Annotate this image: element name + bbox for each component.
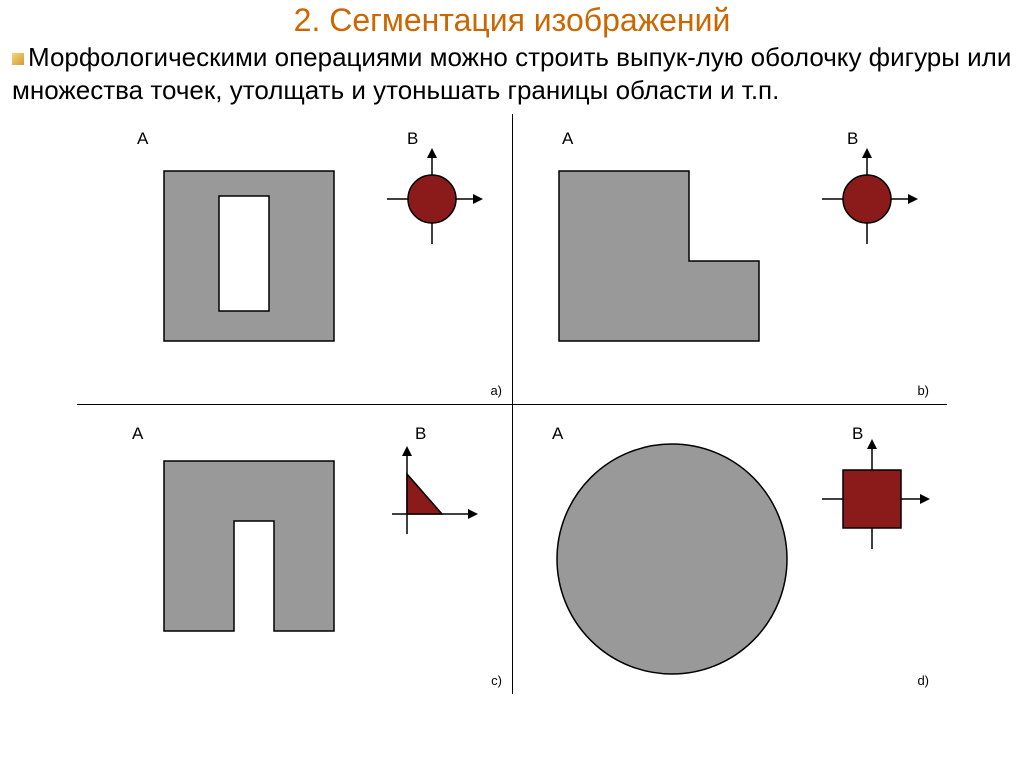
label-A-c: A: [132, 424, 143, 444]
panel-c: A B c): [77, 404, 512, 694]
shape-b-poly: [557, 169, 767, 349]
shape-d-circle: [552, 439, 792, 679]
panel-label-c: c): [491, 673, 502, 688]
label-A-b: A: [562, 129, 573, 149]
paragraph-text: Морфологическими операциями можно строит…: [12, 42, 1011, 105]
panel-d: A B d): [512, 404, 947, 694]
shape-a-rect-hole: [162, 169, 342, 349]
struct-elem-b-circle: [812, 144, 922, 254]
struct-elem-c-triangle: [377, 444, 487, 554]
panel-a: A B a): [77, 114, 512, 404]
struct-elem-d-square: [812, 439, 932, 559]
bullet-icon: [12, 53, 24, 65]
body-paragraph: Морфологическими операциями можно строит…: [12, 41, 1012, 106]
shape-c-u: [162, 459, 342, 639]
title-text: 2. Сегментация изображений: [294, 2, 731, 38]
page-title: 2. Сегментация изображений: [0, 2, 1024, 39]
label-A-a: A: [137, 129, 148, 149]
label-B-c: B: [415, 424, 426, 444]
panel-label-a: a): [490, 383, 502, 398]
panel-b: A B b): [512, 114, 947, 404]
panel-label-d: d): [917, 673, 929, 688]
diagram-grid: A B a) A B b): [77, 114, 947, 694]
struct-elem-a-circle: [377, 144, 487, 254]
panel-label-b: b): [917, 383, 929, 398]
